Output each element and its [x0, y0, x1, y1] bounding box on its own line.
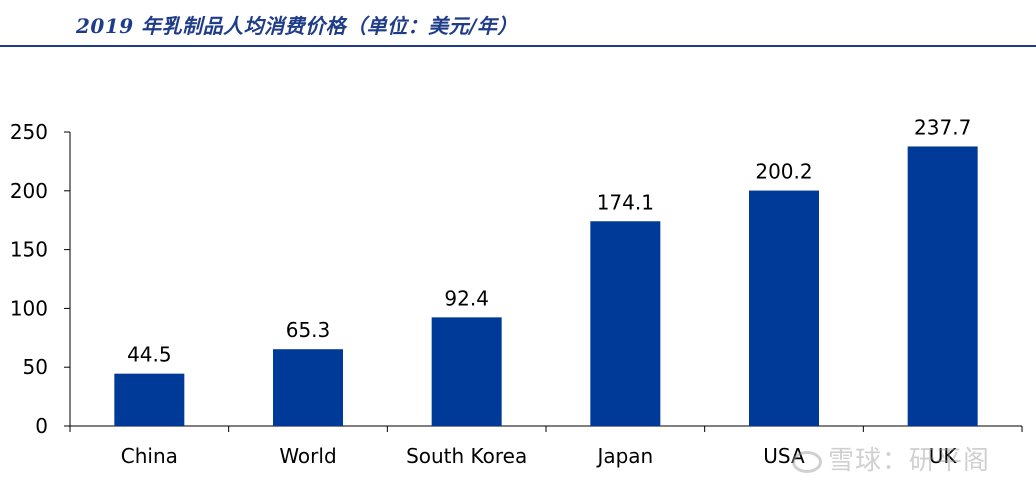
bar-world — [273, 349, 343, 426]
x-axis — [69, 425, 1023, 432]
category-labels: China World South Korea Japan USA UK — [121, 444, 958, 468]
y-tick-label: 200 — [10, 179, 48, 203]
title-divider — [0, 45, 1036, 47]
category-label: World — [279, 444, 336, 468]
y-tick-label: 100 — [10, 296, 48, 320]
bars — [114, 146, 978, 427]
data-label: 237.7 — [914, 115, 971, 139]
category-label: Japan — [595, 444, 653, 468]
y-tick-label: 50 — [23, 355, 48, 379]
data-label: 44.5 — [127, 343, 172, 367]
y-axis: 0 50 100 150 200 250 — [10, 120, 71, 438]
category-label: UK — [929, 444, 958, 468]
data-label: 65.3 — [286, 318, 331, 342]
data-label: 92.4 — [444, 286, 489, 310]
y-tick-label: 0 — [35, 414, 48, 438]
watermark: 雪球：研平阁 — [792, 440, 990, 477]
snowball-logo-icon — [792, 450, 822, 473]
data-label: 174.1 — [597, 190, 654, 214]
bar-south-korea — [431, 317, 502, 426]
y-tick-label: 150 — [10, 238, 48, 262]
bar-uk — [907, 146, 978, 427]
chart-header: 2019 年乳制品人均消费价格（单位：美元/年） — [0, 0, 1036, 47]
chart-title: 2019 年乳制品人均消费价格（单位：美元/年） — [76, 14, 518, 38]
bar-japan — [590, 221, 661, 426]
y-tick-label: 250 — [10, 120, 48, 144]
data-label: 200.2 — [755, 160, 812, 184]
category-label: China — [121, 444, 178, 468]
data-labels: 44.5 65.3 92.4 174.1 200.2 237.7 — [127, 115, 971, 366]
bar-china — [114, 373, 185, 426]
category-label: South Korea — [406, 444, 527, 468]
bar-usa — [749, 190, 819, 426]
watermark-text: 雪球：研平阁 — [828, 446, 991, 476]
